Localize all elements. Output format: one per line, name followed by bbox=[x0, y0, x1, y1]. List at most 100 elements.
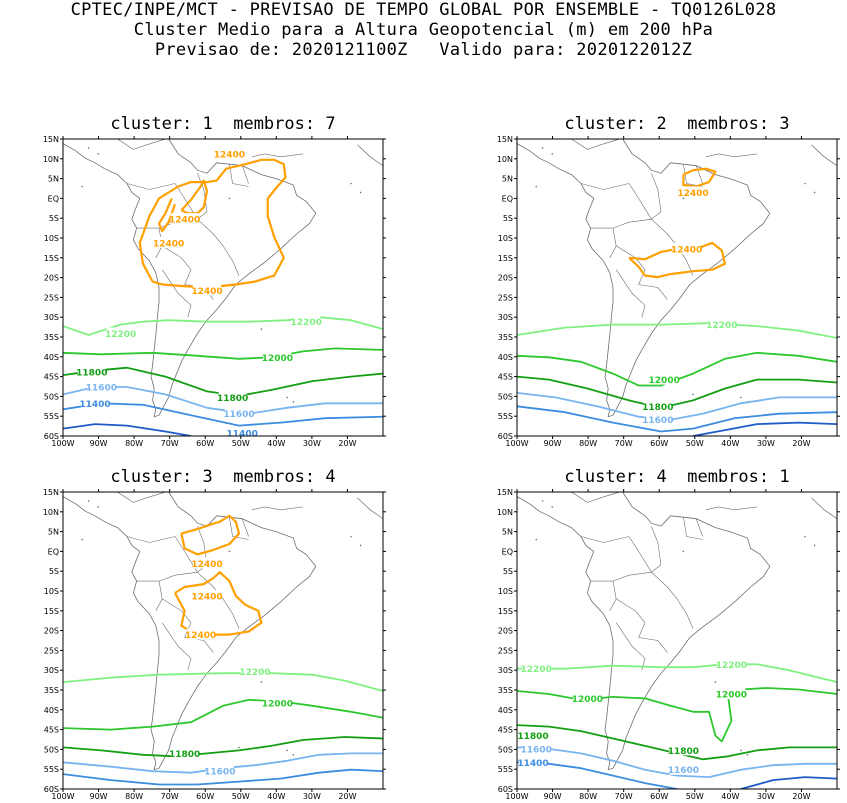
island-dot bbox=[81, 538, 83, 541]
lat-label: 25S bbox=[44, 646, 59, 655]
country-border bbox=[638, 284, 668, 300]
island-dot bbox=[804, 182, 806, 185]
contour-12000 bbox=[63, 347, 383, 360]
country-border bbox=[126, 183, 176, 190]
lon-label: 60W bbox=[650, 792, 668, 801]
country-border bbox=[136, 564, 208, 582]
header-line-3: Previsao de: 2020121100Z Valido para: 20… bbox=[154, 40, 693, 60]
lat-label: 10N bbox=[497, 155, 513, 164]
contour-label-bg bbox=[669, 744, 698, 756]
lon-label: 70W bbox=[161, 439, 179, 448]
lon-label: 30W bbox=[303, 439, 321, 448]
lon-label: 100W bbox=[505, 439, 528, 448]
lon-label: 50W bbox=[686, 439, 704, 448]
lat-label: 15N bbox=[497, 489, 513, 497]
lat-label: 30S bbox=[44, 666, 59, 675]
island-dot bbox=[286, 396, 288, 399]
lat-label: 5N bbox=[48, 528, 59, 537]
contour-label: 12400 bbox=[169, 216, 200, 226]
lon-label: 60W bbox=[650, 439, 668, 448]
contour-label: 12000 bbox=[716, 690, 747, 700]
header-line-1: CPTEC/INPE/MCT - PREVISAO DE TEMPO GLOBA… bbox=[70, 0, 777, 20]
contour-label: 12400 bbox=[191, 560, 222, 570]
country-border bbox=[628, 183, 652, 220]
lon-label: 20W bbox=[792, 792, 810, 801]
contour-label-bg bbox=[573, 692, 602, 704]
central-america-coast bbox=[117, 139, 166, 150]
country-border bbox=[615, 622, 646, 671]
contour-12400 bbox=[157, 197, 177, 233]
country-border bbox=[651, 173, 662, 212]
contour-11600 bbox=[517, 392, 837, 421]
panel-3-title: cluster: 3 membros: 4 bbox=[110, 467, 336, 487]
lat-label: 15S bbox=[44, 254, 59, 263]
island-dot bbox=[551, 153, 553, 155]
island-dot bbox=[350, 182, 352, 185]
central-america-coast bbox=[571, 492, 620, 503]
lat-label: 5S bbox=[503, 567, 513, 576]
lon-label: 70W bbox=[161, 792, 179, 801]
island-dot bbox=[81, 185, 83, 188]
contour-12200 bbox=[517, 322, 837, 339]
lon-label: 90W bbox=[90, 439, 108, 448]
contour-label: 12000 bbox=[262, 699, 293, 709]
lat-label: 50S bbox=[498, 392, 513, 401]
lat-label: 5N bbox=[48, 175, 59, 184]
contour-label-bg bbox=[106, 327, 135, 339]
contour-label-bg bbox=[263, 351, 292, 363]
island-dot bbox=[813, 544, 816, 547]
lat-label: 5N bbox=[502, 528, 513, 537]
map-plot-area: 12400 12400 12400 12400 12200 12200 12000 11800… bbox=[63, 139, 383, 436]
contour-label-bg bbox=[170, 747, 199, 759]
lat-label: 5S bbox=[49, 567, 59, 576]
country-border bbox=[162, 245, 192, 285]
contour-label: 12400 bbox=[214, 150, 245, 160]
lon-label: 100W bbox=[505, 792, 528, 801]
contour-label: 11400 bbox=[517, 759, 548, 769]
contour-12000 bbox=[517, 687, 837, 743]
contour-12200 bbox=[63, 672, 383, 692]
contour-12400 bbox=[628, 241, 727, 279]
panel-2-map: 12400 12400 12200 12000 11800 11600 15N 10N 5N EQ… bbox=[497, 136, 840, 448]
header-line-2: Cluster Medio para a Altura Geopotencial… bbox=[133, 20, 714, 40]
contour-label-bg bbox=[193, 557, 221, 569]
contour-label-bg bbox=[519, 729, 547, 741]
lat-label: 60S bbox=[44, 785, 59, 794]
country-border bbox=[638, 637, 668, 653]
contour-label-bg bbox=[228, 427, 257, 436]
island-dot bbox=[228, 197, 231, 200]
country-border bbox=[628, 536, 652, 573]
lat-label: 10S bbox=[44, 234, 59, 243]
lon-label: 30W bbox=[303, 792, 321, 801]
country-border bbox=[161, 622, 192, 671]
lat-label: 40S bbox=[498, 706, 513, 715]
island-dot bbox=[359, 544, 362, 547]
lat-label: 45S bbox=[498, 373, 513, 382]
lon-label: 30W bbox=[757, 439, 775, 448]
country-border bbox=[580, 183, 630, 190]
lon-label: 50W bbox=[232, 792, 250, 801]
lat-label: 15S bbox=[44, 607, 59, 616]
contour-11800 bbox=[517, 375, 837, 409]
lat-label: 10S bbox=[498, 234, 513, 243]
lat-label: 35S bbox=[44, 686, 59, 695]
country-border bbox=[161, 269, 192, 318]
lat-label: 15S bbox=[498, 607, 513, 616]
central-america-coast bbox=[571, 139, 620, 150]
contour-label: 12400 bbox=[191, 592, 222, 602]
country-border bbox=[590, 211, 662, 229]
island-dot bbox=[292, 401, 295, 403]
country-border bbox=[695, 518, 703, 537]
caribbean-coast bbox=[705, 153, 758, 158]
island-dot bbox=[228, 550, 231, 553]
island-dot bbox=[87, 147, 90, 149]
country-border bbox=[197, 173, 208, 212]
lon-label: 80W bbox=[579, 792, 597, 801]
contour-label: 12200 bbox=[239, 668, 270, 678]
contour-12000 bbox=[63, 699, 383, 731]
lon-label: 40W bbox=[721, 792, 739, 801]
contour-11600 bbox=[63, 752, 383, 774]
island-dot bbox=[87, 500, 90, 502]
contour-label: 11600 bbox=[223, 410, 254, 420]
contour-label-bg bbox=[672, 242, 701, 254]
